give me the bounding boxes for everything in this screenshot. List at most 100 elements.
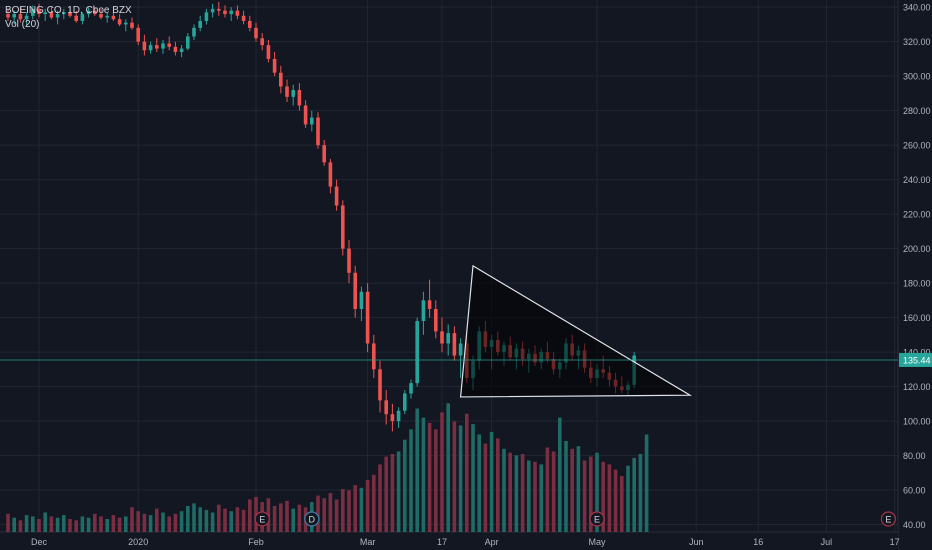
- volume-bar: [229, 511, 233, 532]
- volume-bar: [43, 512, 47, 532]
- volume-bar: [80, 516, 85, 532]
- candle-up: [124, 22, 128, 25]
- volume-bar: [539, 464, 543, 532]
- volume-bar: [99, 516, 103, 532]
- volume-bar: [496, 438, 500, 532]
- volume-bar: [74, 520, 78, 532]
- candle-up: [105, 15, 109, 18]
- chart-legend: BOEING CO, 1D, Cboe BZX Vol (20): [5, 4, 132, 32]
- volume-bar: [551, 451, 556, 532]
- volume-indicator-label[interactable]: Vol (20): [5, 19, 40, 30]
- price-tick-label: 100.00: [903, 417, 931, 427]
- candle-down: [285, 86, 289, 97]
- last-price-tag: [899, 352, 932, 367]
- volume-bar: [62, 515, 66, 532]
- candle-up: [446, 333, 450, 344]
- volume-bar: [124, 516, 128, 532]
- volume-bar: [384, 456, 388, 532]
- volume-bar: [223, 508, 227, 532]
- volume-bar: [316, 495, 320, 532]
- candle-up: [86, 10, 91, 15]
- price-tick-label: 300.00: [903, 72, 931, 82]
- volume-bar: [607, 464, 612, 532]
- volume-bar: [502, 448, 506, 532]
- candle-up: [80, 14, 85, 21]
- candle-up: [186, 36, 190, 49]
- volume-bar: [341, 489, 345, 532]
- candle-down: [427, 300, 432, 309]
- candle-down: [18, 14, 23, 20]
- volume-bar: [179, 511, 184, 532]
- volume-bar: [365, 480, 370, 532]
- volume-bar: [204, 509, 209, 532]
- volume-bar: [297, 504, 302, 532]
- volume-bar: [582, 460, 587, 532]
- candle-up: [229, 10, 233, 15]
- candle-up: [12, 14, 16, 18]
- volume-bar: [558, 417, 562, 532]
- descending-triangle-drawing[interactable]: [459, 264, 693, 398]
- candle-down: [266, 45, 271, 59]
- candle-up: [198, 20, 202, 28]
- candle-down: [173, 46, 178, 53]
- candle-up: [291, 89, 295, 97]
- candle-up: [421, 300, 426, 322]
- earnings-marker: [254, 511, 270, 527]
- candle-down: [6, 14, 10, 18]
- price-tick-label: 200.00: [903, 244, 931, 254]
- candle-up: [43, 12, 47, 15]
- price-tick-label: 340.00: [903, 3, 931, 13]
- candle-down: [378, 369, 382, 401]
- volume-bar: [55, 517, 60, 532]
- candle-up: [415, 321, 419, 384]
- candle-down: [322, 145, 326, 163]
- last-price-value: 135.44: [903, 355, 931, 365]
- volume-bar: [24, 515, 29, 532]
- volume-bar: [434, 429, 438, 532]
- volume-bar: [489, 431, 494, 532]
- volume-bar: [415, 408, 419, 532]
- volume-bar: [545, 447, 550, 532]
- event-marker-label: E: [259, 515, 265, 525]
- earnings-marker: [589, 511, 605, 527]
- volume-bar: [68, 519, 72, 532]
- volume-bar: [117, 517, 122, 532]
- time-tick-label: Mar: [360, 537, 376, 547]
- price-axis-background: [899, 0, 932, 550]
- candle-down: [130, 22, 134, 28]
- candle-down: [99, 14, 103, 18]
- time-tick-label: 2020: [128, 537, 148, 547]
- volume-bar: [390, 454, 395, 532]
- candle-up: [24, 15, 29, 20]
- volume-bar: [458, 425, 463, 532]
- volume-bar: [620, 476, 624, 532]
- time-tick-label: Feb: [248, 537, 264, 547]
- volume-bar: [37, 519, 41, 532]
- candle-up: [192, 27, 196, 37]
- time-axis[interactable]: Dec2020FebMar17AprMayJun16Jul17Aug: [0, 533, 932, 550]
- volume-bar: [279, 503, 283, 532]
- symbol-title[interactable]: BOEING CO, 1D, Cboe BZX: [5, 5, 132, 16]
- price-tick-label: 280.00: [903, 106, 931, 116]
- volume-bar: [272, 506, 277, 532]
- candle-down: [241, 15, 246, 21]
- price-axis[interactable]: 340.00 320.00 300.00 280.00 260.00 240.00 220.…: [899, 0, 932, 550]
- volume-bar: [136, 511, 140, 532]
- volume-bar: [148, 515, 153, 532]
- candle-up: [458, 343, 463, 356]
- volume-bar: [322, 498, 326, 532]
- volume-bar: [613, 469, 618, 532]
- candle-down: [74, 15, 78, 21]
- candle-down: [142, 41, 147, 51]
- volume-bar: [644, 434, 649, 532]
- volume-bar: [396, 451, 401, 532]
- candle-down: [117, 19, 122, 25]
- candle-down: [68, 12, 72, 16]
- candle-up: [396, 410, 401, 422]
- volume-bar: [105, 519, 109, 532]
- volume-bar: [359, 487, 364, 532]
- candle-up: [359, 291, 364, 309]
- candle-up: [403, 393, 407, 411]
- candle-down: [260, 38, 264, 46]
